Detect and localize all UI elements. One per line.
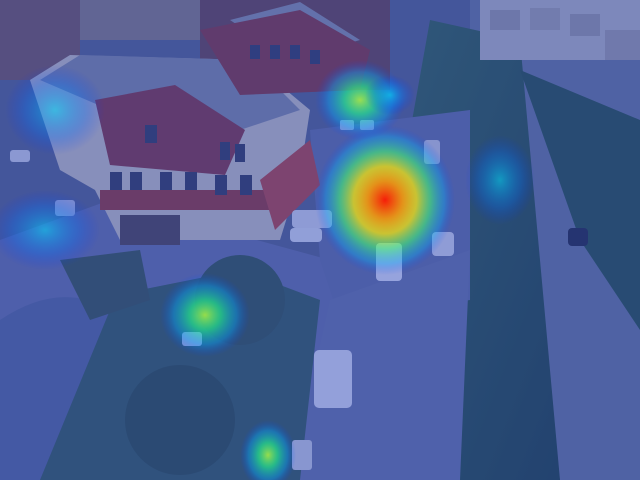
dark-car [568,228,588,246]
car [10,150,30,162]
heat-region-trees-right [465,135,535,225]
heat-region-plaza-left [0,190,100,270]
car [290,228,322,242]
townhouses-top-right [480,0,640,60]
heat-region-bottom-path [240,420,296,480]
lower-street [290,250,470,480]
car [292,440,312,470]
heat-region-street-top-cool [365,75,415,115]
tree-cluster-a [60,250,150,320]
tree-cluster-c [125,365,235,475]
curved-path [0,297,110,480]
heat-region-building-left [5,65,105,155]
heat-region-lot-lower-left [160,273,250,357]
minibus [314,350,352,408]
right-tree-row [520,70,640,330]
heat-region-parked-cars-center [315,125,455,275]
